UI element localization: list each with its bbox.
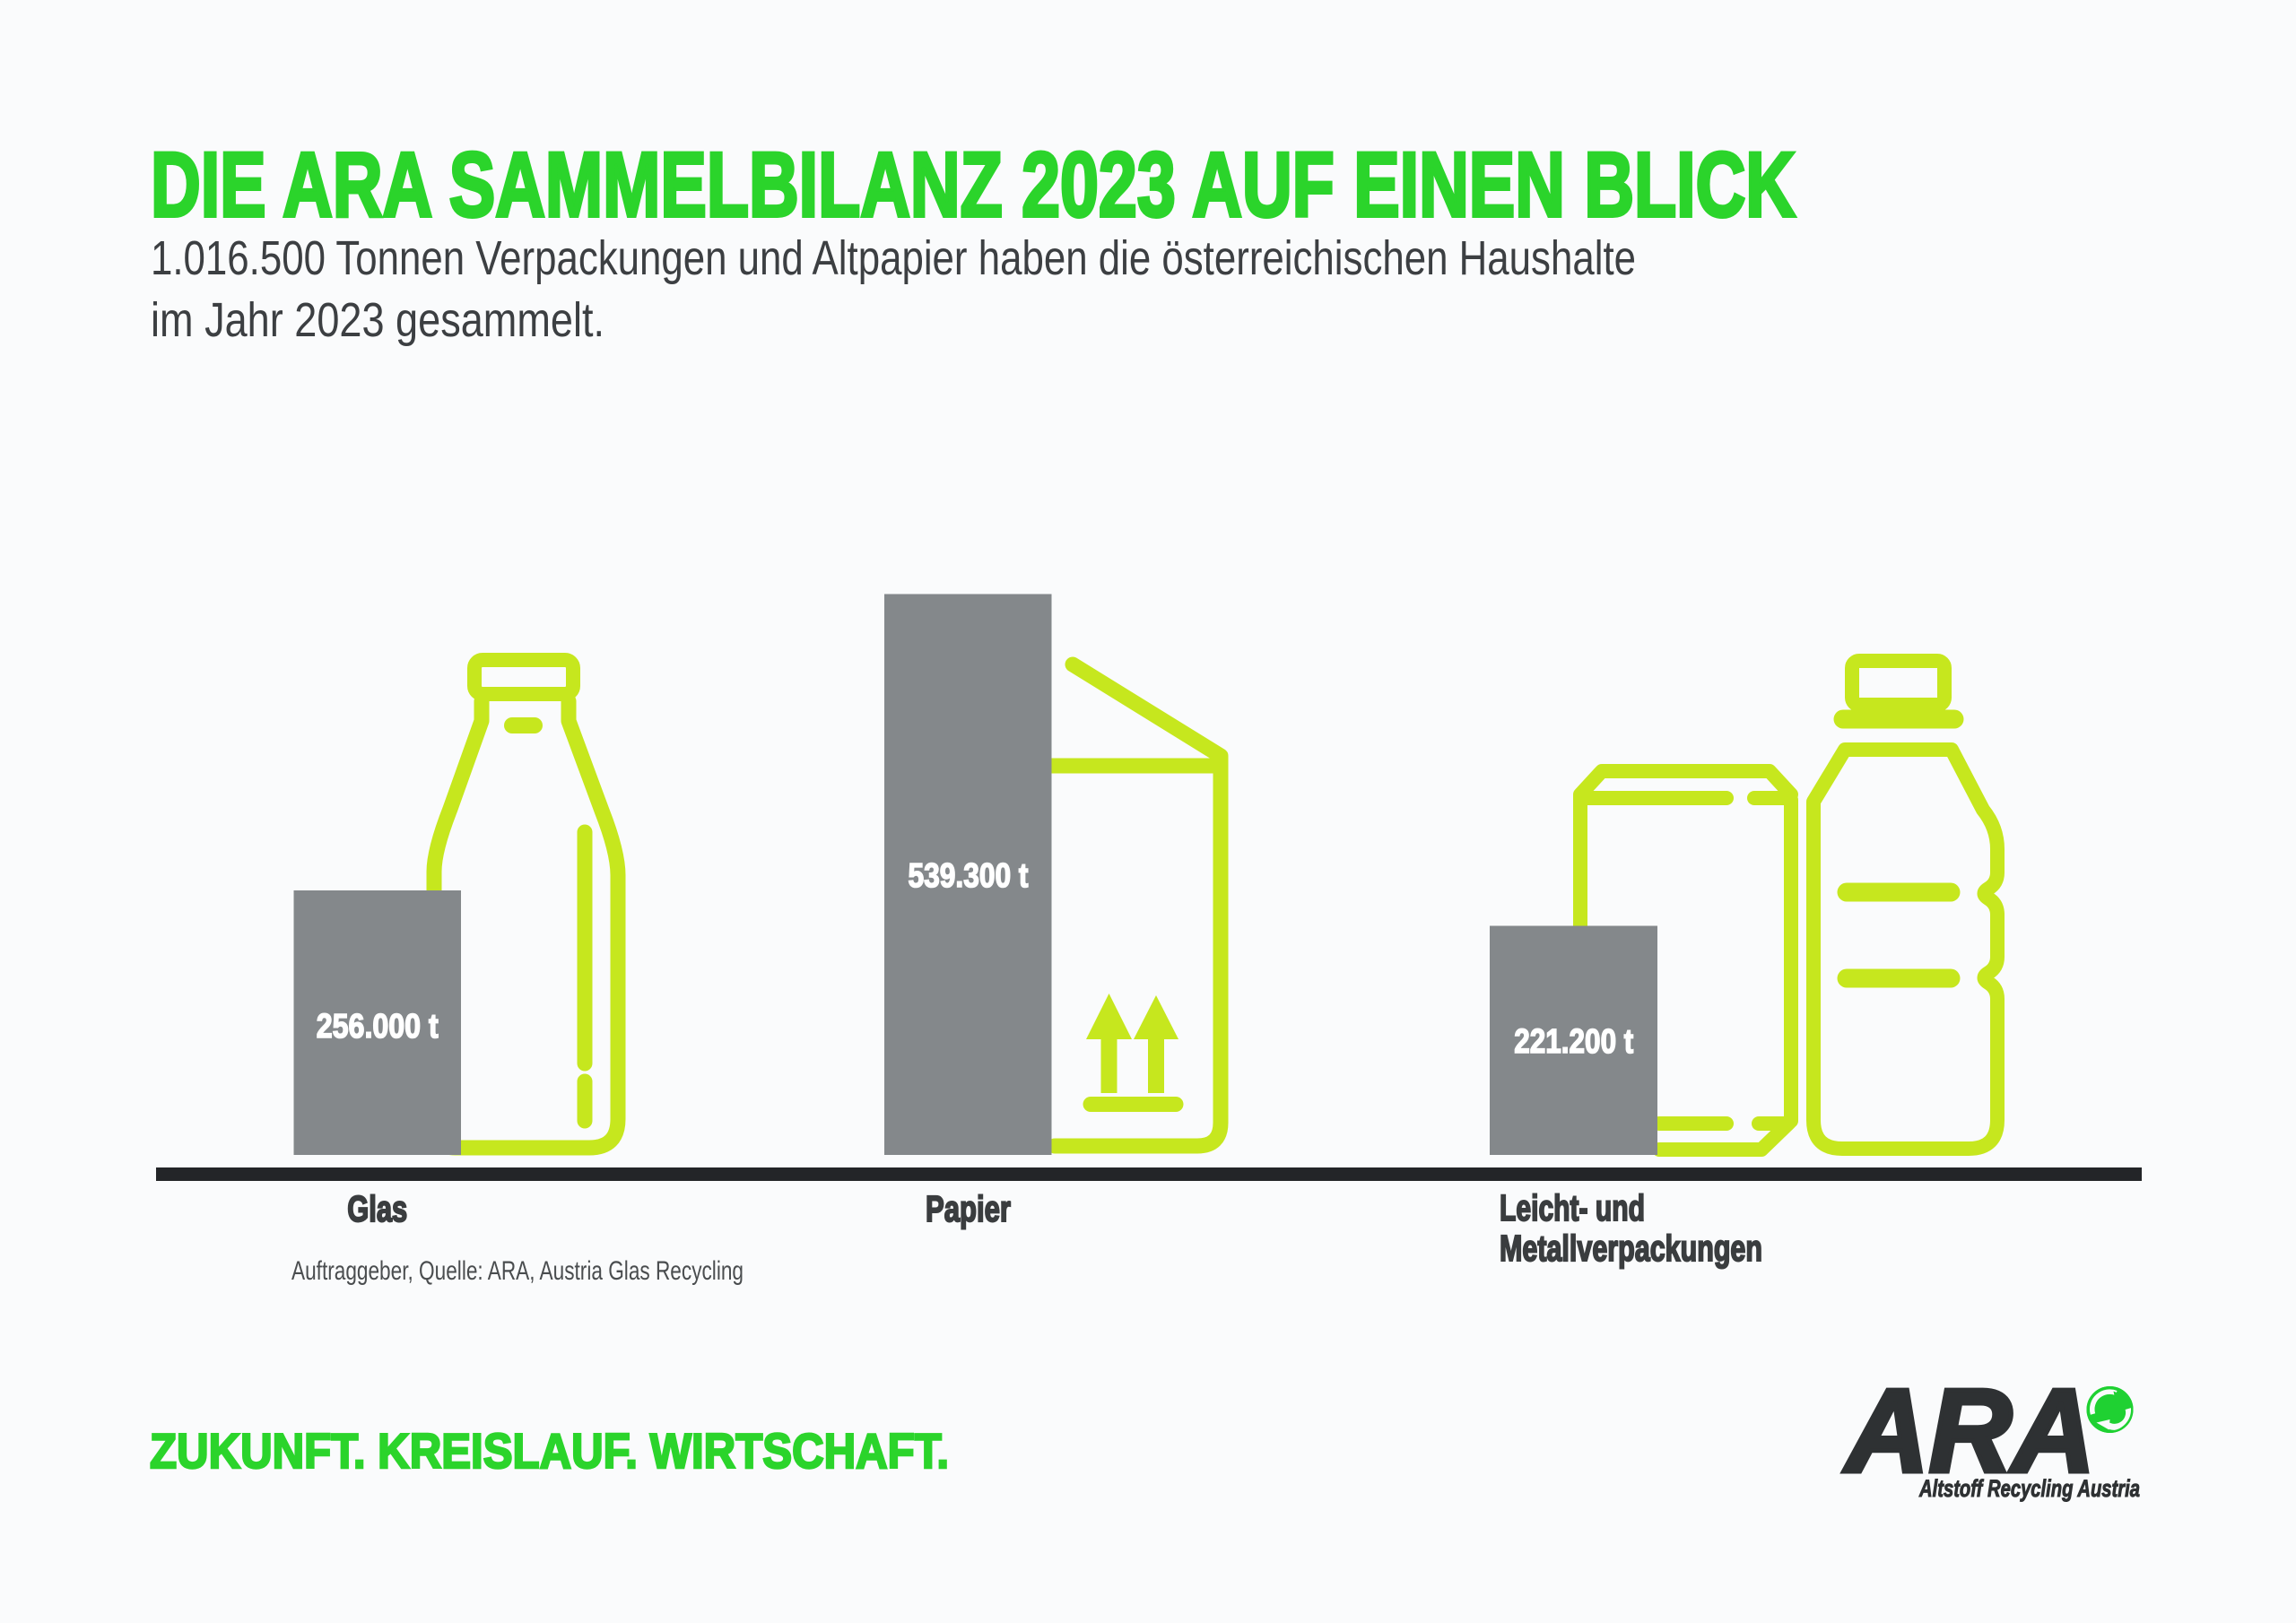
svg-text:Papier: Papier: [926, 1188, 1011, 1229]
svg-text:Altstoff Recycling Austria: Altstoff Recycling Austria: [1918, 1475, 2140, 1502]
svg-text:Leicht- und: Leicht- und: [1500, 1187, 1645, 1228]
svg-text:Auftraggeber, Quelle: ARA, Aus: Auftraggeber, Quelle: ARA, Austria Glas …: [291, 1256, 744, 1286]
svg-text:im Jahr 2023 gesammelt.: im Jahr 2023 gesammelt.: [151, 293, 604, 347]
svg-text:DIE ARA SAMMELBILANZ 2023 AUF: DIE ARA SAMMELBILANZ 2023 AUF EINEN BLIC…: [151, 134, 1796, 236]
svg-text:1.016.500 Tonnen Verpackungen: 1.016.500 Tonnen Verpackungen und Altpap…: [151, 231, 1636, 285]
svg-text:539.300 t: 539.300 t: [909, 857, 1029, 895]
svg-text:Metallverpackungen: Metallverpackungen: [1500, 1228, 1762, 1269]
svg-text:256.000 t: 256.000 t: [317, 1008, 439, 1046]
svg-text:221.200 t: 221.200 t: [1514, 1023, 1633, 1061]
svg-text:Glas: Glas: [347, 1188, 407, 1229]
svg-text:ARA: ARA: [1843, 1365, 2095, 1497]
svg-text:ZUKUNFT. KREISLAUF. WIRTSCHAFT: ZUKUNFT. KREISLAUF. WIRTSCHAFT.: [150, 1423, 949, 1479]
